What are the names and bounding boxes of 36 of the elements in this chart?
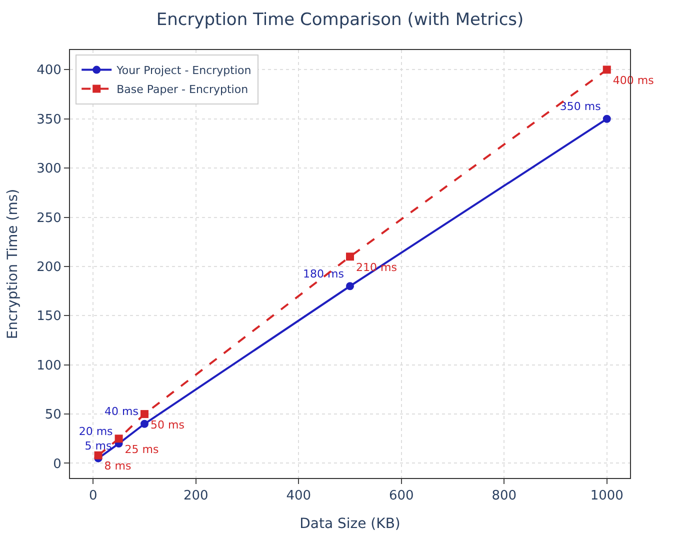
data-label: 20 ms xyxy=(78,424,114,438)
y-tick-label: 300 xyxy=(36,162,62,177)
point xyxy=(140,420,148,428)
y-tick-label: 150 xyxy=(36,309,62,324)
point xyxy=(114,434,123,443)
chart-title: Encryption Time Comparison (with Metrics) xyxy=(156,10,524,30)
point xyxy=(346,282,354,290)
data-label: 40 ms xyxy=(104,405,139,418)
y-tick-label: 0 xyxy=(53,456,62,472)
x-tick-label: 1000 xyxy=(590,488,624,504)
x-tick-label: 400 xyxy=(286,488,312,504)
point xyxy=(94,451,102,460)
data-label: 5 ms xyxy=(84,440,112,453)
y-tick-label: 200 xyxy=(36,260,62,276)
y-axis-title: Encryption Time (ms) xyxy=(5,188,22,340)
point xyxy=(140,410,148,418)
x-axis-title: Data Size (KB) xyxy=(300,516,400,532)
point xyxy=(346,252,354,261)
x-tick-label: 600 xyxy=(388,488,414,504)
y-tick-label: 400 xyxy=(36,63,62,78)
x-tick-label: 0 xyxy=(88,488,98,504)
point xyxy=(602,66,611,74)
legend-label: Base Paper - Encryption xyxy=(116,83,248,96)
data-label: 210 ms xyxy=(356,260,398,274)
data-label: 25 ms xyxy=(124,442,160,456)
y-tick-label: 350 xyxy=(36,112,62,128)
legend-label: Your Project - Encryption xyxy=(116,64,252,78)
y-tick-label: 50 xyxy=(44,408,62,423)
data-label: 8 ms xyxy=(104,460,132,473)
y-tick-label: 250 xyxy=(36,210,62,226)
y-tick-label: 100 xyxy=(36,358,62,374)
x-tick-label: 800 xyxy=(492,488,517,504)
data-label: 350 ms xyxy=(560,100,602,114)
data-label: 50 ms xyxy=(150,418,185,432)
point xyxy=(602,114,611,123)
x-tick-label: 200 xyxy=(183,488,208,504)
